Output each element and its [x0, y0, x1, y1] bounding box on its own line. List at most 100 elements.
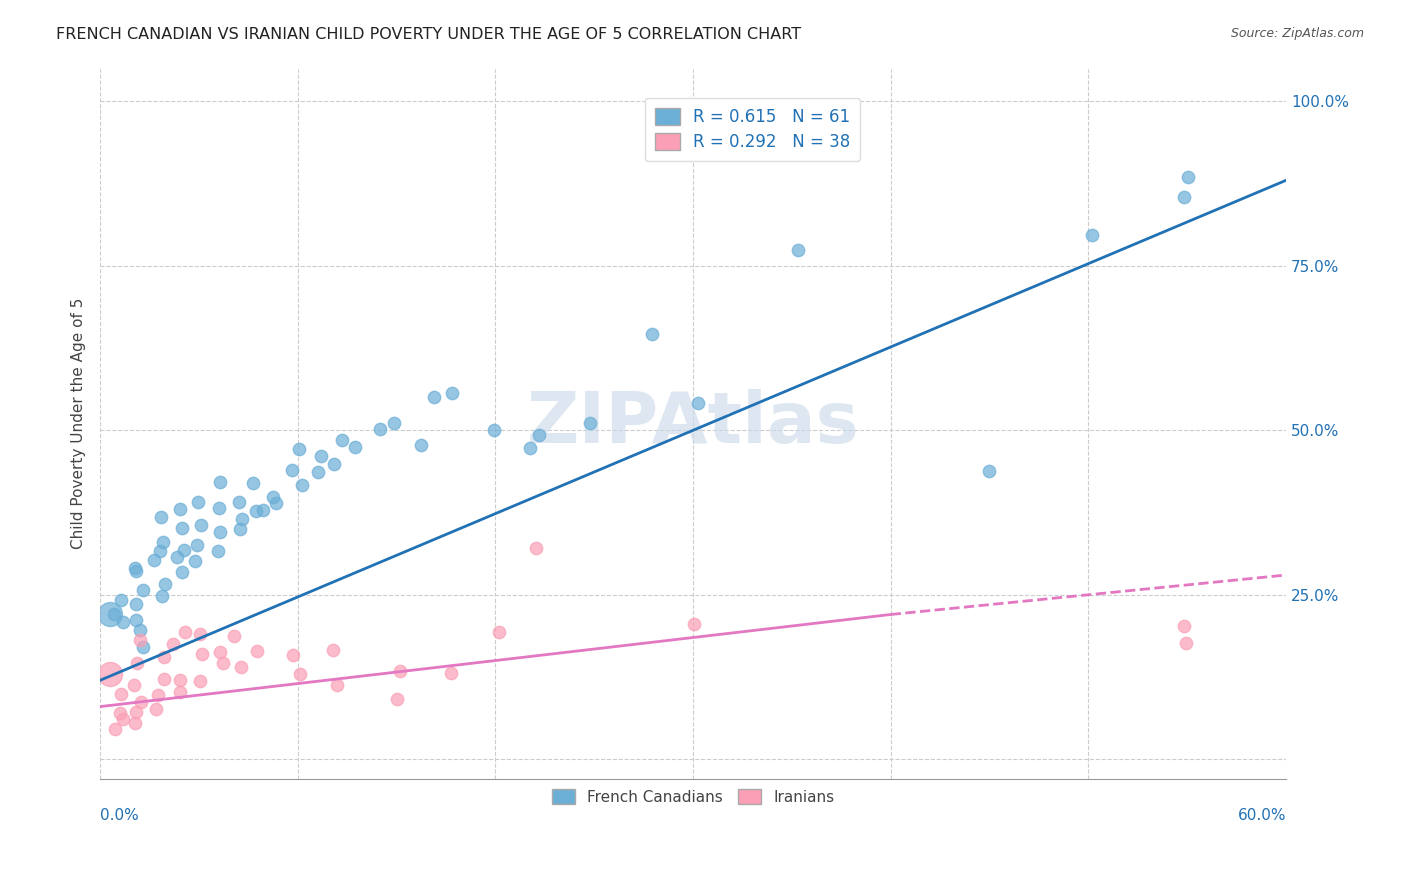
- Point: [385, 691, 408, 706]
- Point: [145, 702, 167, 716]
- Point: [148, 543, 170, 558]
- Point: [124, 716, 146, 731]
- Point: [519, 441, 541, 455]
- Text: ZIPAtlas: ZIPAtlas: [527, 389, 859, 458]
- Point: [104, 722, 127, 736]
- Point: [1081, 227, 1104, 242]
- Text: 0.0%: 0.0%: [100, 808, 139, 822]
- Point: [128, 623, 150, 637]
- Point: [131, 694, 153, 708]
- Point: [166, 549, 188, 564]
- Point: [228, 522, 250, 536]
- Point: [108, 706, 131, 720]
- Point: [579, 416, 602, 430]
- Point: [440, 665, 463, 680]
- Point: [173, 542, 195, 557]
- Point: [322, 457, 344, 471]
- Point: [382, 416, 405, 430]
- Point: [125, 565, 148, 579]
- Point: [186, 538, 208, 552]
- Point: [188, 627, 211, 641]
- Point: [482, 423, 505, 437]
- Point: [112, 615, 135, 630]
- Point: [111, 712, 134, 726]
- Point: [208, 501, 231, 516]
- Point: [423, 390, 446, 404]
- Point: [252, 502, 274, 516]
- Point: [98, 666, 121, 681]
- Point: [132, 583, 155, 598]
- Point: [131, 640, 153, 654]
- Point: [98, 607, 121, 622]
- Point: [488, 624, 510, 639]
- Point: [103, 607, 125, 621]
- Point: [229, 660, 252, 674]
- Point: [142, 553, 165, 567]
- Point: [524, 541, 547, 555]
- Point: [288, 442, 311, 456]
- Point: [190, 518, 212, 533]
- Point: [368, 422, 391, 436]
- Point: [786, 244, 808, 258]
- Point: [527, 427, 550, 442]
- Point: [262, 490, 284, 504]
- Point: [344, 440, 367, 454]
- Point: [129, 632, 152, 647]
- Point: [188, 673, 211, 688]
- Point: [153, 649, 176, 664]
- Point: [281, 648, 304, 662]
- Point: [169, 502, 191, 516]
- Point: [1175, 636, 1198, 650]
- Point: [173, 624, 195, 639]
- Point: [153, 577, 176, 591]
- Point: [110, 593, 132, 607]
- Point: [409, 438, 432, 452]
- Point: [228, 495, 250, 509]
- Point: [245, 504, 267, 518]
- Point: [224, 629, 246, 643]
- Point: [153, 672, 176, 686]
- Legend: French Canadians, Iranians: French Canadians, Iranians: [543, 780, 844, 814]
- Point: [183, 553, 205, 567]
- Point: [170, 520, 193, 534]
- Point: [208, 645, 231, 659]
- Point: [307, 465, 329, 479]
- Point: [124, 678, 146, 692]
- Point: [152, 534, 174, 549]
- Point: [207, 544, 229, 558]
- Point: [209, 525, 232, 540]
- Point: [1177, 169, 1199, 184]
- Point: [125, 656, 148, 670]
- Point: [110, 687, 132, 701]
- Point: [311, 449, 333, 463]
- Y-axis label: Child Poverty Under the Age of 5: Child Poverty Under the Age of 5: [72, 298, 86, 549]
- Point: [264, 496, 287, 510]
- Point: [242, 475, 264, 490]
- Point: [281, 462, 304, 476]
- Point: [125, 597, 148, 611]
- Point: [150, 589, 173, 603]
- Point: [330, 433, 353, 447]
- Text: FRENCH CANADIAN VS IRANIAN CHILD POVERTY UNDER THE AGE OF 5 CORRELATION CHART: FRENCH CANADIAN VS IRANIAN CHILD POVERTY…: [56, 27, 801, 42]
- Point: [209, 475, 232, 489]
- Point: [149, 510, 172, 524]
- Point: [187, 495, 209, 509]
- Point: [288, 667, 311, 681]
- Point: [440, 386, 463, 401]
- Point: [641, 326, 664, 341]
- Point: [170, 565, 193, 579]
- Point: [1173, 190, 1195, 204]
- Text: 60.0%: 60.0%: [1237, 808, 1286, 822]
- Point: [124, 561, 146, 575]
- Point: [977, 464, 1000, 478]
- Point: [125, 706, 148, 720]
- Text: Source: ZipAtlas.com: Source: ZipAtlas.com: [1230, 27, 1364, 40]
- Point: [191, 647, 214, 661]
- Point: [291, 478, 314, 492]
- Point: [169, 685, 191, 699]
- Point: [688, 395, 710, 409]
- Point: [246, 644, 269, 658]
- Point: [169, 673, 191, 687]
- Point: [325, 678, 347, 692]
- Point: [389, 664, 412, 678]
